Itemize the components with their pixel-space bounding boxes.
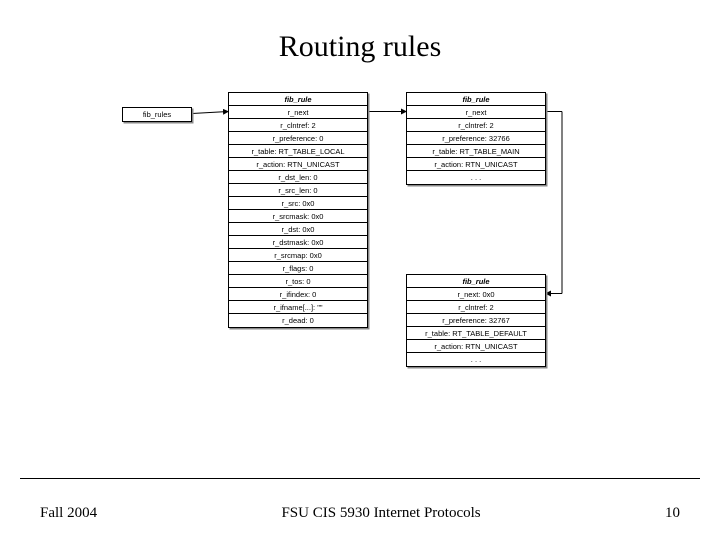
box-header: fib_rule [407, 275, 545, 288]
box-row: r_src: 0x0 [229, 197, 367, 210]
box-row: r_clntref: 2 [407, 301, 545, 314]
box-row: . . . [407, 171, 545, 184]
box-row: . . . [407, 353, 545, 366]
box-row: r_tos: 0 [229, 275, 367, 288]
box-row: r_preference: 0 [229, 132, 367, 145]
box-row: r_ifindex: 0 [229, 288, 367, 301]
box-row: r_next: 0x0 [407, 288, 545, 301]
box-row: r_srcmask: 0x0 [229, 210, 367, 223]
fib-rule-2: fib_ruler_nextr_clntref: 2r_preference: … [406, 92, 546, 185]
box-row: r_srcmap: 0x0 [229, 249, 367, 262]
box-row: r_table: RT_TABLE_LOCAL [229, 145, 367, 158]
box-row: r_dst_len: 0 [229, 171, 367, 184]
footer-right: 10 [665, 505, 680, 522]
box-row: r_next [229, 106, 367, 119]
diagram-area: fib_rules fib_ruler_nextr_clntref: 2r_pr… [0, 74, 720, 474]
box-row: r_dstmask: 0x0 [229, 236, 367, 249]
box-row: r_clntref: 2 [229, 119, 367, 132]
box-header: fib_rule [407, 93, 545, 106]
box-row: r_dst: 0x0 [229, 223, 367, 236]
footer-divider [20, 478, 700, 479]
page-title: Routing rules [0, 0, 720, 74]
box-row: r_next [407, 106, 545, 119]
box-row: r_preference: 32767 [407, 314, 545, 327]
box-row: r_preference: 32766 [407, 132, 545, 145]
box-row: r_action: RTN_UNICAST [229, 158, 367, 171]
box-row: r_clntref: 2 [407, 119, 545, 132]
fib-rule-3: fib_ruler_next: 0x0r_clntref: 2r_prefere… [406, 274, 546, 367]
box-row: r_flags: 0 [229, 262, 367, 275]
box-row: r_action: RTN_UNICAST [407, 340, 545, 353]
footer-center: FSU CIS 5930 Internet Protocols [281, 505, 480, 522]
box-row: r_action: RTN_UNICAST [407, 158, 545, 171]
fib-rules-label: fib_rules [123, 108, 191, 121]
box-header: fib_rule [229, 93, 367, 106]
box-row: r_ifname[...]: "" [229, 301, 367, 314]
footer: Fall 2004 FSU CIS 5930 Internet Protocol… [0, 505, 720, 522]
fib-rule-main: fib_ruler_nextr_clntref: 2r_preference: … [228, 92, 368, 328]
box-row: r_table: RT_TABLE_DEFAULT [407, 327, 545, 340]
box-row: r_src_len: 0 [229, 184, 367, 197]
box-row: r_dead: 0 [229, 314, 367, 327]
fib-rules-box: fib_rules [122, 107, 192, 122]
footer-left: Fall 2004 [40, 505, 97, 522]
box-row: r_table: RT_TABLE_MAIN [407, 145, 545, 158]
